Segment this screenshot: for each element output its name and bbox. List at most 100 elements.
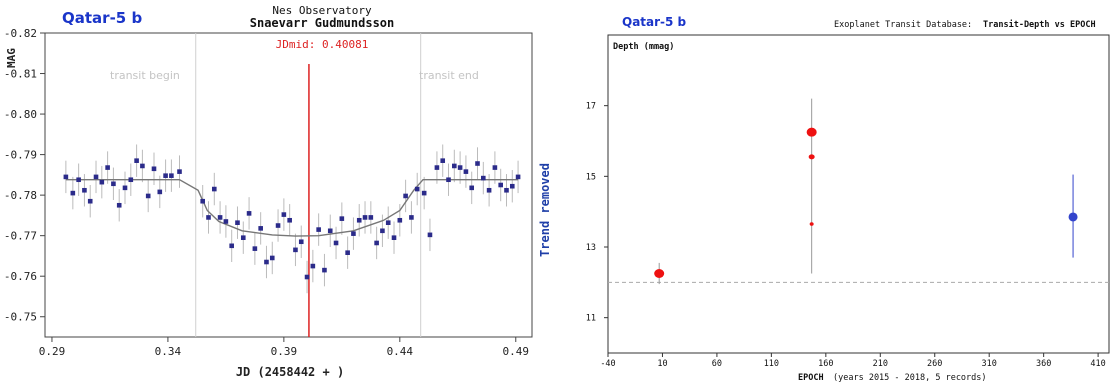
left-x-tick-label: 0.29: [39, 345, 66, 358]
data-point: [217, 215, 223, 220]
data-point: [362, 215, 368, 220]
data-point: [374, 240, 379, 246]
data-point: [327, 228, 333, 234]
data-point: [275, 223, 281, 228]
jdmid-label: JDmid: 0.40081: [276, 38, 369, 51]
data-point: [322, 267, 327, 273]
database-label: Exoplanet Transit Database:: [834, 20, 972, 30]
data-point: [440, 158, 446, 163]
data-point: [211, 186, 217, 192]
data-point: [258, 226, 263, 231]
data-point: [177, 169, 182, 174]
left-y-tick-label: -0.76: [4, 270, 37, 283]
depth-data-point: [808, 154, 815, 160]
trend-removed-label: Trend removed: [538, 163, 552, 257]
data-point: [63, 174, 69, 180]
data-point: [140, 163, 145, 169]
right-x-tick-label: 160: [818, 359, 833, 369]
data-point: [111, 181, 116, 187]
right-y-tick-label: 17: [586, 102, 596, 112]
right-x-tick-label: 360: [1036, 359, 1051, 369]
transit-end-label: transit end: [419, 69, 479, 82]
data-point: [486, 187, 492, 193]
data-point: [298, 239, 304, 245]
transit-model-curve: [65, 178, 519, 237]
data-point: [498, 182, 503, 188]
right-x-axis-label: EPOCH: [798, 373, 824, 383]
data-point: [504, 187, 509, 193]
data-point: [70, 190, 76, 196]
right-x-tick-label: 260: [927, 359, 942, 369]
data-point: [82, 187, 87, 193]
data-point: [151, 166, 157, 172]
left-y-tick-label: -0.79: [4, 149, 37, 162]
data-point: [414, 186, 420, 192]
data-point: [409, 215, 414, 220]
data-point: [264, 259, 269, 265]
data-point: [122, 185, 128, 191]
data-point: [116, 202, 122, 208]
data-point: [163, 173, 168, 178]
data-point: [223, 219, 229, 224]
left-x-tick-label: 0.39: [271, 345, 298, 358]
data-point: [200, 198, 205, 204]
data-point: [434, 165, 440, 170]
data-point: [293, 247, 298, 253]
data-point: [492, 165, 498, 170]
data-point: [457, 165, 463, 170]
data-point: [469, 185, 475, 191]
right-y-tick-label: 15: [586, 172, 596, 182]
left-y-tick-label: -0.80: [4, 108, 37, 121]
data-point: [269, 255, 275, 261]
left-y-tick-label: -0.81: [4, 68, 37, 81]
data-point: [351, 231, 356, 236]
data-point: [128, 177, 134, 183]
data-point: [515, 174, 521, 180]
data-point: [391, 235, 397, 240]
data-point: [229, 243, 234, 249]
depth-data-point: [806, 127, 817, 137]
right-x-axis-note: (years 2015 - 2018, 5 records): [833, 373, 987, 383]
data-point: [76, 177, 81, 183]
light-curve-chart: Qatar-5 b Nes Observatory Snaevarr Gudmu…: [4, 4, 552, 379]
right-x-tick-label: 110: [764, 359, 779, 369]
data-point: [240, 235, 246, 240]
transit-depth-chart: Qatar-5 b Exoplanet Transit Database: Tr…: [586, 15, 1110, 383]
right-x-tick-label: 310: [982, 359, 997, 369]
data-point: [206, 215, 211, 220]
data-point: [446, 177, 451, 183]
left-x-tick-label: 0.44: [387, 345, 414, 358]
data-point: [145, 193, 151, 199]
right-chart-title: Qatar-5 b: [622, 15, 687, 29]
right-x-tick-label: 410: [1090, 359, 1105, 369]
right-x-tick-label: 60: [712, 359, 722, 369]
right-y-axis-label: Depth (mmag): [613, 42, 674, 52]
left-y-tick-label: -0.77: [4, 230, 37, 243]
data-point: [397, 217, 403, 223]
data-point: [235, 220, 240, 225]
data-point: [403, 193, 408, 199]
left-x-tick-label: 0.34: [155, 345, 182, 358]
data-point: [475, 161, 480, 166]
observer-name: Snaevarr Gudmundsson: [250, 16, 395, 30]
data-point: [281, 212, 287, 217]
right-y-tick-label: 11: [586, 314, 596, 324]
right-plot-title: Transit-Depth vs EPOCH: [983, 19, 1096, 30]
data-point: [368, 215, 374, 220]
transit-begin-label: transit begin: [110, 69, 180, 82]
data-point: [252, 246, 258, 251]
right-plot-frame: [607, 34, 1110, 354]
right-x-tick-label: 210: [873, 359, 888, 369]
depth-data-point: [654, 269, 665, 278]
data-point: [481, 175, 486, 181]
right-x-tick-label: 10: [657, 359, 667, 369]
data-point: [87, 198, 93, 204]
left-chart-title: Qatar-5 b: [62, 9, 142, 27]
data-point: [427, 232, 433, 238]
left-plot-frame: [44, 32, 533, 338]
data-point: [157, 189, 163, 195]
depth-data-point: [809, 222, 814, 226]
data-point: [105, 165, 110, 170]
data-point: [310, 263, 316, 269]
left-x-axis-label: JD (2458442 + ): [236, 365, 344, 379]
